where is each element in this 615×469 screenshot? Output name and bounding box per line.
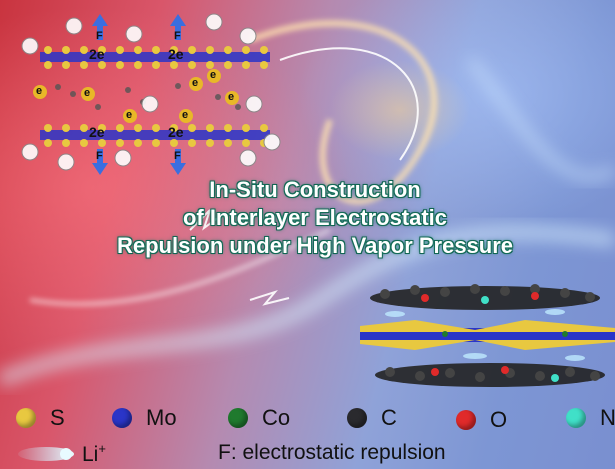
sulfur-ball-icon	[16, 408, 36, 428]
legend-label-o: O	[490, 407, 508, 432]
figure-title: In-Situ Construction of Interlayer Elect…	[110, 176, 520, 260]
electron-label: e	[228, 91, 235, 103]
electron-label: e	[210, 69, 217, 81]
nitrogen-ball-icon	[566, 408, 586, 428]
solvated-spheres	[21, 13, 281, 171]
oxygen-ball-icon	[456, 410, 476, 430]
li-ion-streak-icon	[18, 447, 74, 461]
carbon-ball-icon	[347, 408, 367, 428]
legend-item-s: S	[16, 405, 65, 431]
li-label-superscript: +	[98, 441, 106, 456]
legend-label-s: S	[50, 405, 65, 430]
li-label-text: Li	[82, 443, 99, 466]
legend-item-o: O	[456, 407, 507, 433]
charge-label-top-left: 2e	[89, 46, 105, 62]
middle-mos2-layer	[360, 320, 615, 350]
li-ion-streaks	[385, 309, 585, 361]
force-arrows	[92, 14, 186, 175]
legend-label-n: N	[600, 405, 615, 430]
molybdenum-ball-icon	[112, 408, 132, 428]
force-label-top-right: F	[174, 30, 181, 42]
sandwich-structure-3d	[360, 284, 615, 387]
force-legend-label: F: electrostatic repulsion	[218, 441, 446, 464]
legend-item-mo: Mo	[112, 405, 177, 431]
legend-label-c: C	[381, 405, 397, 430]
electron-label: e	[84, 87, 91, 99]
title-line-3: Repulsion under High Vapor Pressure	[116, 233, 514, 258]
charge-label-bottom-left: 2e	[89, 124, 105, 140]
cobalt-ball-icon	[228, 408, 248, 428]
charge-label-top-right: 2e	[168, 46, 184, 62]
electron-markers	[33, 69, 239, 123]
legend-item-co: Co	[228, 405, 290, 431]
legend-label-mo: Mo	[146, 405, 177, 430]
title-line-2: of Interlayer Electrostatic	[182, 205, 448, 230]
electron-label: e	[126, 109, 133, 121]
electron-label: e	[192, 77, 199, 89]
force-label-top-left: F	[96, 30, 103, 42]
legend-item-c: C	[347, 405, 397, 431]
layered-structure-schematic	[21, 13, 281, 175]
charge-label-bottom-right: 2e	[168, 124, 184, 140]
bottom-carbon-layer	[375, 363, 605, 387]
top-carbon-layer	[370, 284, 600, 310]
legend-item-n: N	[566, 405, 615, 431]
legend-label-co: Co	[262, 405, 291, 430]
electron-label: e	[36, 85, 43, 97]
li-ion-label: Li+	[82, 441, 106, 467]
bottom-mos2-layer	[40, 124, 270, 147]
top-mos2-layer	[40, 46, 270, 69]
electron-label: e	[182, 109, 189, 121]
force-label-bottom-left: F	[96, 150, 103, 162]
title-line-1: In-Situ Construction	[209, 177, 421, 202]
force-label-bottom-right: F	[174, 150, 181, 162]
